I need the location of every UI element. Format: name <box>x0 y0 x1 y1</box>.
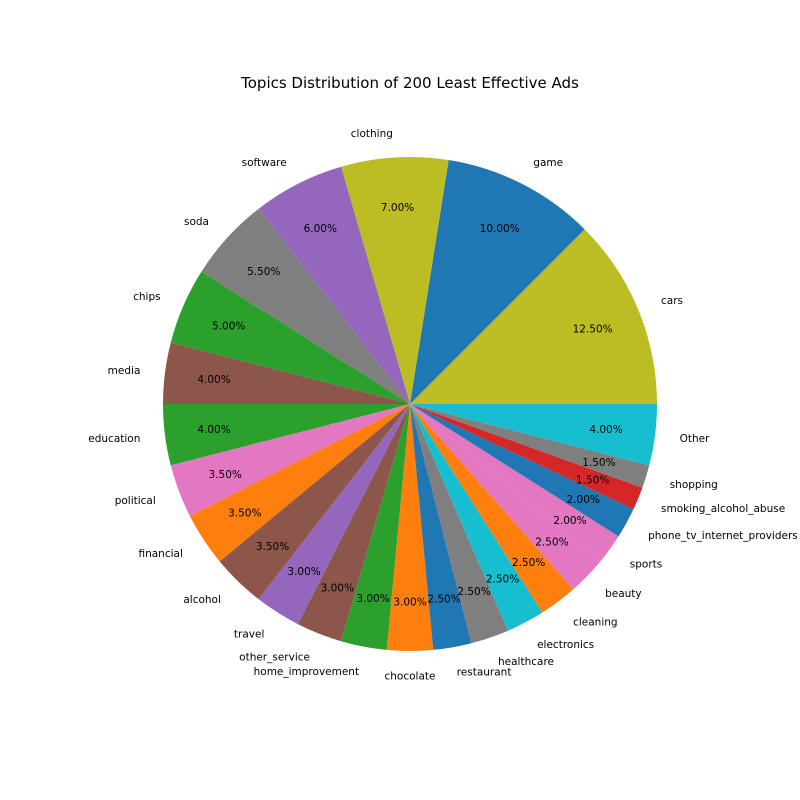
pie-slice-game <box>410 160 585 404</box>
pct-label-sports: 2.00% <box>553 515 586 527</box>
slice-label-travel: travel <box>234 628 264 640</box>
pie-slice-restaurant <box>410 404 472 650</box>
pct-label-alcohol: 3.50% <box>256 541 289 553</box>
pct-label-other-service: 3.00% <box>321 583 354 595</box>
pie-slice-clothing <box>341 157 449 404</box>
pie-slice-beauty <box>410 404 601 590</box>
slice-label-sports: sports <box>630 559 662 571</box>
pct-label-restaurant: 2.50% <box>427 594 460 606</box>
slice-labels-layer: cars game clothing software soda chips media ed… <box>88 128 797 683</box>
slice-label-beauty: beauty <box>605 588 642 600</box>
slice-label-cars: cars <box>661 295 683 307</box>
slice-label-soda: soda <box>184 216 209 228</box>
pie-slice-education <box>163 404 410 466</box>
pie-slice-political <box>170 404 410 517</box>
slice-label-chips: chips <box>133 291 160 303</box>
pct-label-soda: 5.50% <box>247 266 280 278</box>
pie-slice-software <box>258 166 410 404</box>
pct-label-phone-tv-internet-providers: 2.00% <box>567 494 600 506</box>
slice-label-other: Other <box>680 433 710 445</box>
pie-slice-healthcare <box>410 404 509 644</box>
pie-slice-media <box>163 342 410 404</box>
pie-slice-soda <box>201 208 410 404</box>
slice-label-clothing: clothing <box>351 128 393 140</box>
pct-labels-layer: 12.50% 10.00% 7.00% 6.00% 5.50% 5.00% 4.00% 4.0… <box>197 202 622 609</box>
slice-label-software: software <box>242 157 287 169</box>
pie-slice-financial <box>189 404 410 562</box>
slice-label-media: media <box>108 365 141 377</box>
pct-label-shopping: 1.50% <box>582 457 615 469</box>
pct-label-travel: 3.00% <box>287 566 320 578</box>
pct-label-healthcare: 2.50% <box>457 586 490 598</box>
pct-label-political: 3.50% <box>209 469 242 481</box>
slice-label-financial: financial <box>138 548 182 560</box>
pct-label-education: 4.00% <box>197 424 230 436</box>
pie-slice-electronics <box>410 404 543 631</box>
pie-slice-chips <box>170 271 410 404</box>
slice-label-home-improvement: home_improvement <box>254 666 359 678</box>
slice-label-shopping: shopping <box>670 479 718 491</box>
slice-label-restaurant: restaurant <box>457 667 512 679</box>
pct-label-beauty: 2.50% <box>535 537 568 549</box>
slice-label-game: game <box>533 157 563 169</box>
pie-slice-alcohol <box>219 404 410 600</box>
pie-slice-smoking-alcohol-abuse <box>410 404 643 510</box>
pct-label-home-improvement: 3.00% <box>356 593 389 605</box>
pie-slice-shopping <box>410 404 650 488</box>
pie-slice-travel <box>258 404 410 625</box>
chart-title: Topics Distribution of 200 Least Effecti… <box>240 74 579 92</box>
slice-label-smoking-alcohol-abuse: smoking_alcohol_abuse <box>661 503 785 515</box>
pct-label-game: 10.00% <box>480 223 520 235</box>
pie-slice-phone-tv-internet-providers <box>410 404 634 537</box>
pct-label-other: 4.00% <box>589 424 622 436</box>
pct-label-smoking-alcohol-abuse: 1.50% <box>576 475 609 487</box>
slice-label-political: political <box>115 495 156 507</box>
slice-label-healthcare: healthcare <box>498 656 554 668</box>
slice-label-alcohol: alcohol <box>183 594 221 606</box>
pct-label-chocolate: 3.00% <box>393 597 426 609</box>
slice-label-other-service: other_service <box>239 652 310 664</box>
pct-label-cleaning: 2.50% <box>512 557 545 569</box>
slice-label-education: education <box>88 433 140 445</box>
slice-label-phone-tv-internet-providers: phone_tv_internet_providers <box>648 530 798 542</box>
pie-slice-other-service <box>297 404 410 642</box>
pie-slice-chocolate <box>386 404 434 651</box>
pie-slice-home-improvement <box>341 404 410 650</box>
pct-label-clothing: 7.00% <box>381 202 414 214</box>
pct-label-software: 6.00% <box>304 223 337 235</box>
pie-slice-cleaning <box>410 404 574 613</box>
pct-label-financial: 3.50% <box>228 508 261 520</box>
pie-slice-other <box>410 404 657 466</box>
pie-slice-sports <box>410 404 619 562</box>
slice-label-chocolate: chocolate <box>385 671 436 683</box>
pie-slice-cars <box>410 229 657 404</box>
pct-label-chips: 5.00% <box>212 321 245 333</box>
slices-layer <box>163 157 657 651</box>
pct-label-electronics: 2.50% <box>486 574 519 586</box>
pct-label-media: 4.00% <box>197 374 230 386</box>
pct-label-cars: 12.50% <box>573 323 613 335</box>
slice-label-electronics: electronics <box>537 639 594 651</box>
slice-label-cleaning: cleaning <box>573 616 617 628</box>
